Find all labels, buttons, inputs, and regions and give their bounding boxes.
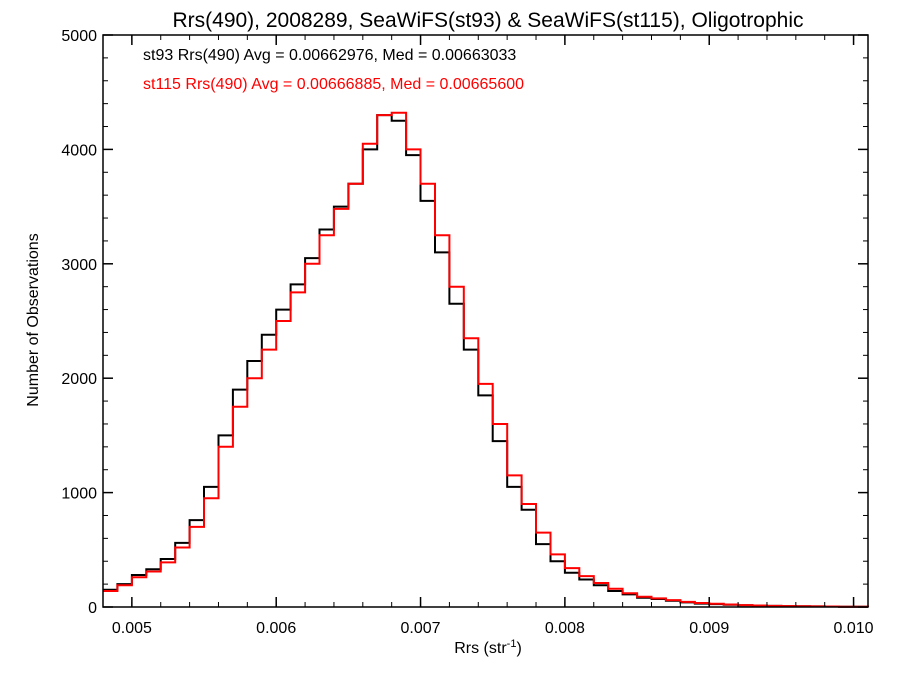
x-axis-label: Rrs (str-1) [454,638,522,657]
x-tick-label: 0.009 [689,620,729,637]
y-tick-label: 3000 [61,257,97,274]
y-tick-label: 2000 [61,371,97,388]
legend-entry-2: st115 Rrs(490) Avg = 0.00666885, Med = 0… [143,76,524,93]
x-tick-label: 0.010 [834,620,874,637]
plot-area [103,111,869,608]
y-tick-label: 1000 [61,486,97,503]
x-tick-label: 0.008 [545,620,585,637]
y-tick-label: 4000 [61,142,97,159]
y-axis-label: Number of Observations [25,233,42,406]
y-tick-label: 5000 [61,28,97,45]
legend-entry-1: st93 Rrs(490) Avg = 0.00662976, Med = 0.… [143,47,516,64]
x-tick-label: 0.006 [256,620,296,637]
series-line-1 [103,114,869,608]
y-tick-label: 0 [88,600,97,617]
x-axis-label-close: ) [516,640,521,657]
x-tick-label: 0.007 [401,620,441,637]
y-axis: 0 1000 2000 3000 4000 5000 [61,28,868,617]
series-line-2 [103,111,869,608]
plot-frame [102,34,869,608]
legend: st93 Rrs(490) Avg = 0.00662976, Med = 0.… [143,47,524,93]
x-axis-label-superscript: -1 [507,638,517,650]
x-axis-label-text: Rrs (str [454,640,507,657]
x-tick-label: 0.005 [112,620,152,637]
chart-title: Rrs(490), 2008289, SeaWiFS(st93) & SeaWi… [172,9,803,32]
x-axis: 0.005 0.006 0.007 0.008 0.009 0.010 [102,35,874,637]
